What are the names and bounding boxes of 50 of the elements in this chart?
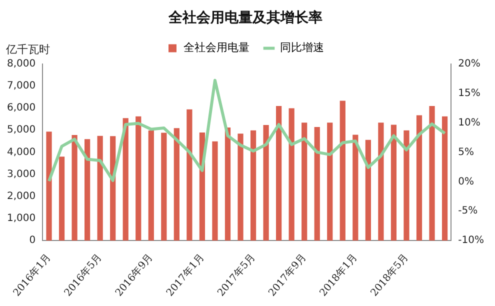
bar bbox=[404, 130, 410, 241]
y2-tick-label: 0% bbox=[458, 176, 474, 188]
bar bbox=[302, 122, 308, 241]
y-tick-label: 8,000 bbox=[6, 58, 36, 70]
legend-label: 同比增速 bbox=[280, 41, 324, 54]
bar bbox=[442, 116, 448, 241]
y2-tick-label: 15% bbox=[458, 88, 480, 99]
bar bbox=[365, 140, 371, 241]
y-tick-label: 5,000 bbox=[6, 124, 36, 136]
bar bbox=[224, 127, 231, 241]
bar bbox=[429, 106, 435, 241]
bar bbox=[378, 122, 384, 241]
bar bbox=[186, 109, 192, 241]
y-tick-label: 2,000 bbox=[6, 190, 36, 202]
bar bbox=[148, 130, 154, 241]
bar bbox=[174, 128, 180, 241]
bar bbox=[122, 118, 128, 241]
bar bbox=[276, 106, 282, 241]
bar bbox=[46, 132, 52, 241]
bar bbox=[97, 136, 103, 241]
bar bbox=[238, 134, 244, 241]
bar bbox=[84, 139, 90, 241]
y-tick-label: 4,000 bbox=[6, 146, 36, 158]
bar bbox=[288, 108, 294, 241]
bar bbox=[314, 127, 320, 241]
y-axis-title: 亿千瓦时 bbox=[5, 43, 50, 56]
chart-title: 全社会用电量及其增长率 bbox=[168, 9, 322, 26]
y-tick-label: 1,000 bbox=[6, 213, 36, 224]
bar bbox=[212, 141, 218, 241]
bar bbox=[136, 116, 142, 241]
bar bbox=[72, 134, 78, 241]
bar bbox=[390, 124, 397, 241]
y-tick-label: 6,000 bbox=[6, 102, 36, 114]
bar bbox=[161, 132, 167, 241]
y-tick-label: 0 bbox=[29, 235, 36, 246]
bar bbox=[416, 115, 422, 241]
y2-tick-label: 20% bbox=[458, 58, 480, 70]
y2-tick-label: 5% bbox=[458, 146, 474, 158]
y-tick-label: 7,000 bbox=[6, 80, 36, 92]
legend-label: 全社会用电量 bbox=[184, 41, 250, 54]
bar bbox=[352, 134, 358, 241]
y2-tick-label: -5% bbox=[458, 206, 478, 217]
bar bbox=[263, 125, 269, 241]
bar bbox=[340, 100, 346, 241]
y2-tick-label: -10% bbox=[458, 235, 484, 246]
bar bbox=[58, 156, 65, 241]
y-tick-label: 3,000 bbox=[6, 168, 36, 180]
bar bbox=[250, 130, 256, 241]
bar bbox=[327, 122, 333, 241]
y2-tick-label: 10% bbox=[458, 117, 480, 128]
